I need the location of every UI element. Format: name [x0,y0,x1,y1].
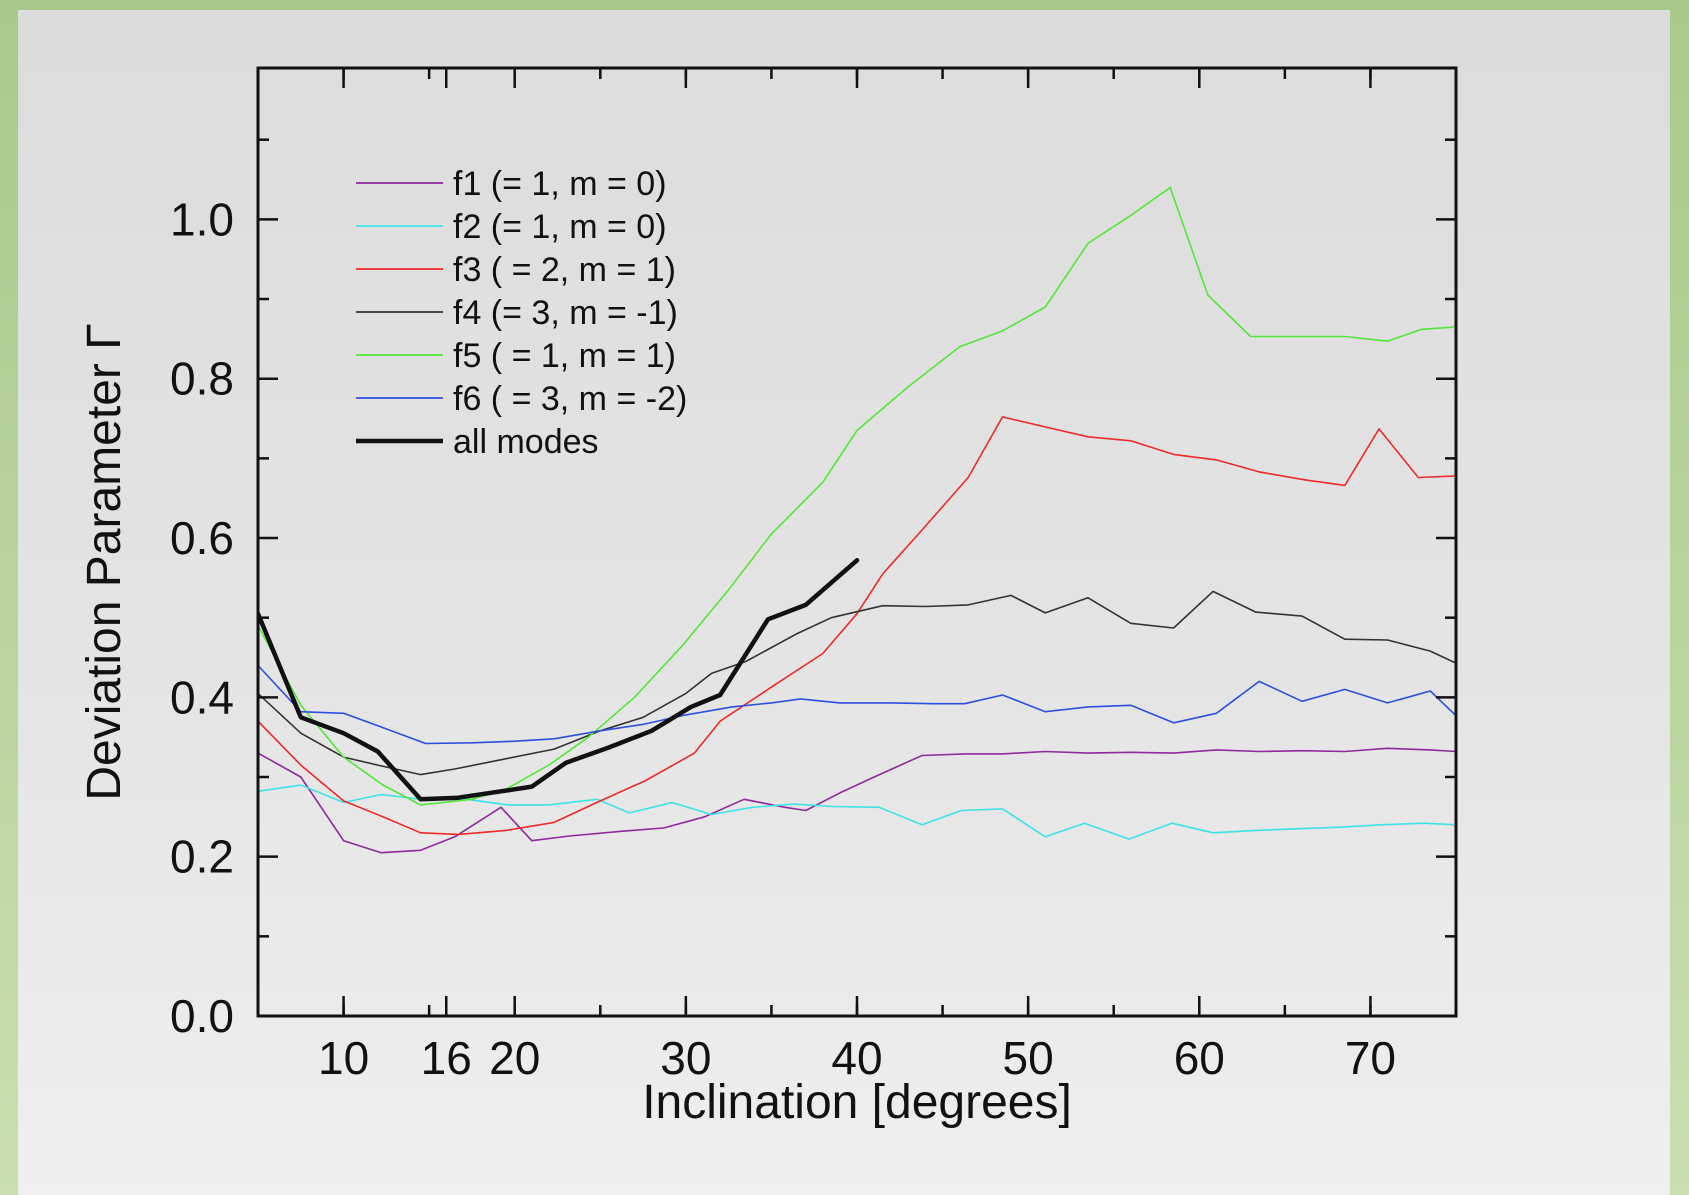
legend-label-7: all modes [453,423,599,461]
x-tick-label: 50 [1003,1032,1054,1084]
line-chart: 10 16 20 30 40 50 60 70 0.0 0.2 0.4 0.6 0.8 1.0 f1 (=… [78,66,1458,1129]
legend-label-1: f1 (= 1, m = 0) [453,165,667,203]
x-axis-label: Inclination [degrees] [642,1076,1072,1129]
series-lines [258,186,1456,854]
legend-label-4: f4 (= 3, m = -1) [453,294,678,332]
x-tick-label: 60 [1174,1032,1225,1084]
x-tick-label: 40 [831,1032,882,1084]
chart-panel: 10 16 20 30 40 50 60 70 0.0 0.2 0.4 0.6 0.8 1.0 f1 (=… [18,10,1670,1195]
y-tick-label: 0.4 [170,671,234,723]
legend-label-2: f2 (= 1, m = 0) [453,208,667,246]
axis-ticks: 10 16 20 30 40 50 60 70 0.0 0.2 0.4 0.6 0.8 1.0 [170,68,1458,1084]
legend: f1 (= 1, m = 0) f2 (= 1, m = 0) f3 ( = 2, … [356,165,687,461]
legend-label-5: f5 ( = 1, m = 1) [453,337,676,375]
x-tick-label: 20 [489,1032,540,1084]
y-tick-label: 0.0 [170,990,234,1042]
x-tick-label: 10 [318,1032,369,1084]
series-line-6 [258,664,1456,745]
series-line-7 [258,558,860,802]
series-line-4 [258,590,1456,776]
y-tick-label: 1.0 [170,193,234,245]
legend-label-3: f3 ( = 2, m = 1) [453,251,676,289]
x-tick-label: 16 [421,1032,472,1084]
y-tick-label: 0.6 [170,512,234,564]
plot-frame [256,66,1458,1018]
y-axis-label: Deviation Parameter Γ [78,323,131,800]
series-line-5 [258,186,1456,806]
series-line-3 [258,416,1456,836]
legend-label-6: f6 ( = 3, m = -2) [453,380,687,418]
y-tick-label: 0.2 [170,831,234,883]
x-tick-label: 70 [1345,1032,1396,1084]
y-tick-label: 0.8 [170,353,234,405]
x-tick-label: 30 [660,1032,711,1084]
series-line-2 [258,784,1456,840]
plot-border [256,66,1458,1018]
series-line-1 [258,747,1456,854]
